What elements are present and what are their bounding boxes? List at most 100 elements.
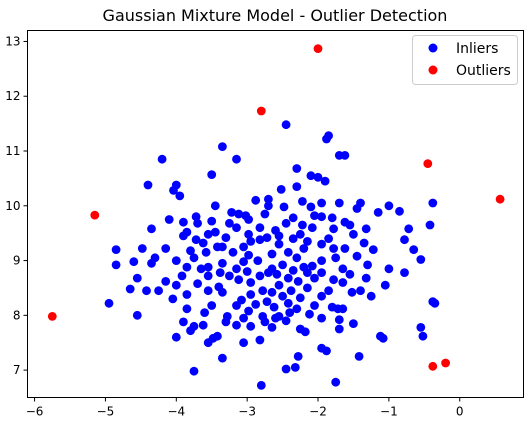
point-inliers-213 <box>416 323 426 332</box>
point-inliers-215 <box>300 327 310 337</box>
legend-marker-inliers <box>428 43 438 53</box>
legend-label-outliers: Outliers <box>456 63 511 79</box>
point-inliers-139 <box>132 273 142 283</box>
point-inliers-181 <box>269 302 279 312</box>
point-inliers-99 <box>267 249 277 259</box>
points-layer <box>47 44 505 390</box>
point-inliers-108 <box>317 256 326 265</box>
point-inliers-54 <box>345 220 355 230</box>
point-inliers-95 <box>201 247 211 257</box>
point-inliers-161 <box>267 287 277 297</box>
legend-marker-outliers <box>428 65 438 75</box>
point-inliers-202 <box>221 317 231 327</box>
point-inliers-141 <box>361 273 371 283</box>
point-inliers-12 <box>320 176 330 186</box>
point-inliers-229 <box>290 363 300 372</box>
point-inliers-222 <box>239 338 249 348</box>
point-inliers-17 <box>276 185 286 194</box>
point-inliers-189 <box>200 308 210 317</box>
point-inliers-176 <box>251 300 261 309</box>
x-axis: −6 −5 −4 −3 −2 −1 0 <box>26 397 464 419</box>
point-inliers-11 <box>313 172 323 182</box>
point-inliers-206 <box>198 320 208 330</box>
point-inliers-126 <box>242 267 252 276</box>
point-inliers-212 <box>186 326 195 336</box>
point-inliers-109 <box>416 255 426 264</box>
point-inliers-52 <box>425 220 435 230</box>
point-inliers-20 <box>251 195 261 205</box>
point-inliers-42 <box>288 213 298 223</box>
point-inliers-137 <box>177 271 187 281</box>
point-inliers-132 <box>225 271 234 281</box>
point-inliers-152 <box>171 280 181 290</box>
point-inliers-43 <box>244 215 254 224</box>
point-inliers-205 <box>232 320 241 330</box>
point-inliers-78 <box>191 235 201 245</box>
point-inliers-74 <box>255 235 265 245</box>
point-inliers-51 <box>298 220 307 230</box>
point-inliers-140 <box>310 273 319 283</box>
point-inliers-149 <box>380 280 390 290</box>
point-inliers-63 <box>404 224 414 234</box>
point-inliers-28 <box>264 201 273 211</box>
point-inliers-53 <box>232 223 241 233</box>
point-inliers-3 <box>218 142 227 152</box>
point-inliers-134 <box>400 268 409 277</box>
point-outliers-7 <box>428 361 438 371</box>
point-inliers-67 <box>295 229 305 239</box>
point-inliers-107 <box>253 256 263 265</box>
y-tick-label: 11 <box>5 144 20 158</box>
point-inliers-8 <box>292 164 302 173</box>
point-inliers-44 <box>164 215 174 224</box>
point-inliers-97 <box>368 245 378 255</box>
point-inliers-39 <box>310 211 319 221</box>
point-outliers-2 <box>423 159 433 169</box>
point-inliers-46 <box>179 217 188 227</box>
point-inliers-135 <box>255 271 265 281</box>
point-inliers-138 <box>283 273 293 283</box>
point-inliers-144 <box>293 277 303 286</box>
point-inliers-16 <box>292 182 302 192</box>
point-inliers-185 <box>182 304 192 314</box>
point-outliers-1 <box>256 106 266 116</box>
y-tick-label: 12 <box>5 89 20 103</box>
point-inliers-191 <box>305 309 314 319</box>
chart-title: Gaussian Mixture Model - Outlier Detecti… <box>103 6 448 25</box>
y-tick-label: 9 <box>13 254 21 268</box>
point-inliers-143 <box>234 275 244 285</box>
point-inliers-195 <box>274 312 284 321</box>
legend: Inliers Outliers <box>412 35 518 85</box>
point-inliers-112 <box>218 258 227 268</box>
point-inliers-69 <box>274 231 284 241</box>
point-inliers-211 <box>334 324 344 334</box>
point-inliers-200 <box>281 316 291 326</box>
point-inliers-122 <box>232 264 241 274</box>
point-inliers-158 <box>258 286 268 296</box>
point-inliers-57 <box>307 223 317 233</box>
point-inliers-233 <box>256 381 266 390</box>
point-inliers-49 <box>225 218 234 228</box>
point-inliers-223 <box>203 338 213 348</box>
point-inliers-170 <box>295 293 305 303</box>
point-inliers-142 <box>329 275 338 285</box>
point-inliers-114 <box>203 262 213 272</box>
point-inliers-148 <box>193 279 203 288</box>
point-inliers-203 <box>179 317 188 327</box>
point-inliers-166 <box>182 290 192 299</box>
point-inliers-162 <box>218 287 227 297</box>
point-inliers-47 <box>281 218 291 228</box>
point-inliers-232 <box>331 377 341 387</box>
point-inliers-153 <box>303 283 312 293</box>
point-inliers-55 <box>255 223 265 233</box>
point-inliers-98 <box>409 245 419 255</box>
point-inliers-175 <box>104 298 114 308</box>
point-inliers-197 <box>239 313 249 323</box>
point-inliers-131 <box>272 269 282 279</box>
point-inliers-38 <box>317 212 326 222</box>
point-inliers-68 <box>262 233 272 243</box>
point-inliers-29 <box>279 202 289 212</box>
point-outliers-3 <box>90 210 100 220</box>
point-inliers-59 <box>329 224 338 234</box>
point-inliers-6 <box>232 154 241 164</box>
